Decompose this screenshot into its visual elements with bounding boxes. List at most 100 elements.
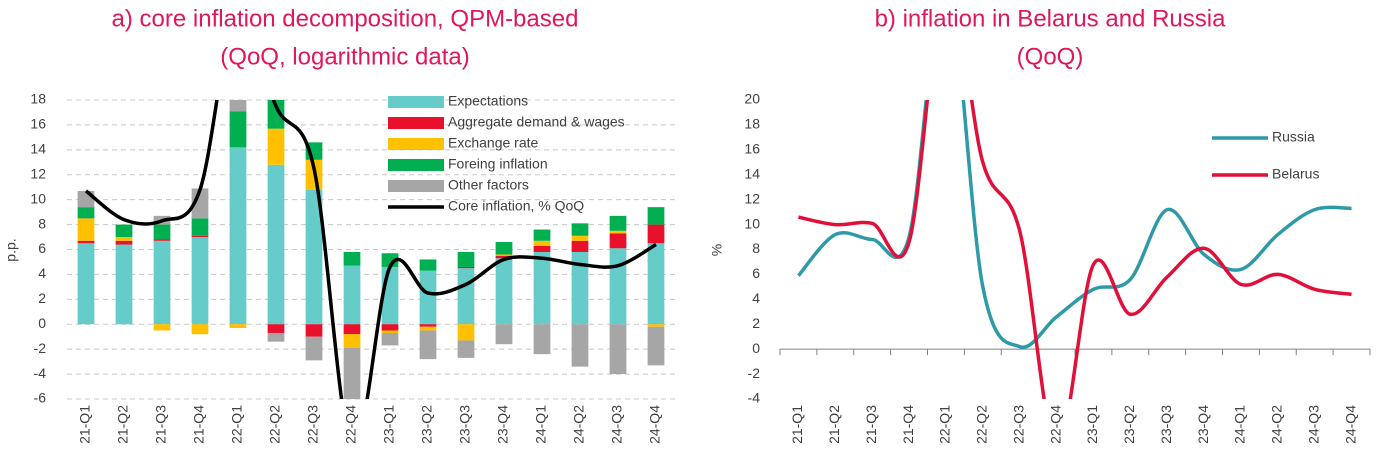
bar-segment — [419, 270, 437, 325]
bar-segment — [533, 324, 551, 355]
y-tick-label: 10 — [30, 190, 46, 206]
bar-segment — [647, 326, 665, 366]
bar-segment — [609, 230, 627, 234]
bar-segment — [419, 324, 437, 327]
plot-area — [797, 100, 1352, 399]
bar-segment — [609, 248, 627, 325]
bar-segment — [115, 244, 133, 325]
x-tick-label: 23-Q2 — [1121, 405, 1137, 444]
y-tick-label: 12 — [30, 165, 46, 181]
plot-area — [77, 100, 665, 399]
x-tick-label: 21-Q4 — [900, 405, 916, 444]
bar-segment — [229, 324, 247, 328]
legend-label: Russia — [1272, 129, 1315, 145]
bar-segment — [647, 324, 665, 327]
x-tick-label: 21-Q1 — [77, 405, 93, 444]
x-tick-label: 21-Q4 — [191, 405, 207, 444]
bar-segment — [305, 189, 323, 325]
legend-label: Belarus — [1272, 166, 1319, 182]
bar-segment — [115, 237, 133, 241]
x-tick-label: 21-Q1 — [789, 405, 805, 444]
y-tick-label: 0 — [38, 315, 46, 331]
y-tick-label: 16 — [30, 116, 46, 132]
x-tick-label: 24-Q3 — [1305, 405, 1321, 444]
y-tick-label: 0 — [752, 340, 760, 356]
bar-segment — [533, 251, 551, 325]
bar-segment — [267, 164, 285, 325]
bar-segment — [457, 268, 475, 325]
legend-swatch — [388, 180, 444, 192]
x-tick-label: 23-Q4 — [495, 405, 511, 444]
x-tick-label: 21-Q2 — [826, 405, 842, 444]
x-tick-label: 24-Q2 — [571, 405, 587, 444]
bar-segment — [381, 253, 399, 267]
bar-segment — [153, 224, 171, 240]
chart-subtitle: (QoQ, logarithmic data) — [220, 43, 469, 70]
y-tick-label: 10 — [744, 215, 760, 231]
x-tick-label: 22-Q1 — [937, 405, 953, 444]
y-tick-label: 4 — [38, 265, 46, 281]
bar-segment — [343, 334, 361, 348]
x-tick-label: 23-Q2 — [419, 405, 435, 444]
bar-segment — [533, 229, 551, 241]
x-tick-label: 22-Q3 — [1010, 405, 1026, 444]
series-line — [84, 100, 657, 399]
bar-segment — [153, 324, 171, 331]
y-tick-label: -2 — [748, 365, 761, 381]
x-tick-label: 23-Q4 — [1195, 405, 1211, 444]
y-tick-label: 12 — [744, 190, 760, 206]
bar-segment — [343, 324, 361, 335]
bar-segment — [305, 336, 323, 361]
y-axis-label: p.p. — [3, 238, 19, 261]
y-tick-label: 16 — [744, 141, 760, 157]
y-tick-label: 2 — [38, 290, 46, 306]
bar-segment — [533, 245, 551, 252]
x-tick-label: 23-Q1 — [1084, 405, 1100, 444]
x-tick-label: 24-Q4 — [1342, 405, 1358, 444]
bar-segment — [267, 324, 285, 333]
x-tick-label: 22-Q4 — [1047, 405, 1063, 444]
bar-segment — [267, 128, 285, 165]
x-tick-label: 23-Q1 — [381, 405, 397, 444]
bar-segment — [609, 324, 627, 375]
legend-label: Foreing inflation — [448, 156, 548, 172]
bar-segment — [495, 254, 513, 256]
bar-segment — [191, 237, 209, 325]
bar-segment — [77, 240, 95, 244]
bar-segment — [153, 239, 171, 241]
y-tick-label: 2 — [752, 315, 760, 331]
bar-segment — [571, 240, 589, 252]
bar-segment — [381, 330, 399, 333]
series-line — [798, 100, 1352, 399]
bar-segment — [191, 324, 209, 335]
bar-segment — [533, 240, 551, 246]
bar-segment — [609, 233, 627, 249]
bar-segment — [77, 207, 95, 219]
y-tick-label: 20 — [744, 91, 760, 107]
bar-segment — [153, 240, 171, 325]
bar-segment — [419, 259, 437, 271]
y-tick-label: 14 — [30, 141, 46, 157]
x-tick-label: 21-Q3 — [153, 405, 169, 444]
bar-segment — [457, 340, 475, 358]
y-tick-label: -4 — [748, 390, 761, 406]
x-tick-label: 24-Q2 — [1269, 405, 1285, 444]
bar-segment — [609, 215, 627, 231]
bar-segment — [495, 242, 513, 255]
y-tick-label: -6 — [34, 390, 47, 406]
x-tick-label: 21-Q2 — [115, 405, 131, 444]
x-tick-label: 24-Q4 — [647, 405, 663, 444]
bar-segment — [77, 243, 95, 325]
y-tick-label: 14 — [744, 165, 760, 181]
bar-segment — [571, 223, 589, 236]
y-tick-label: 8 — [752, 240, 760, 256]
legend-label: Exchange rate — [448, 135, 538, 151]
y-tick-label: 8 — [38, 215, 46, 231]
bar-segment — [419, 330, 437, 360]
y-tick-label: -4 — [34, 365, 47, 381]
x-tick-label: 22-Q2 — [974, 405, 990, 444]
x-tick-label: 23-Q3 — [457, 405, 473, 444]
y-axis-label: % — [709, 244, 725, 256]
bar-segment — [229, 111, 247, 148]
bar-segment — [191, 218, 209, 236]
